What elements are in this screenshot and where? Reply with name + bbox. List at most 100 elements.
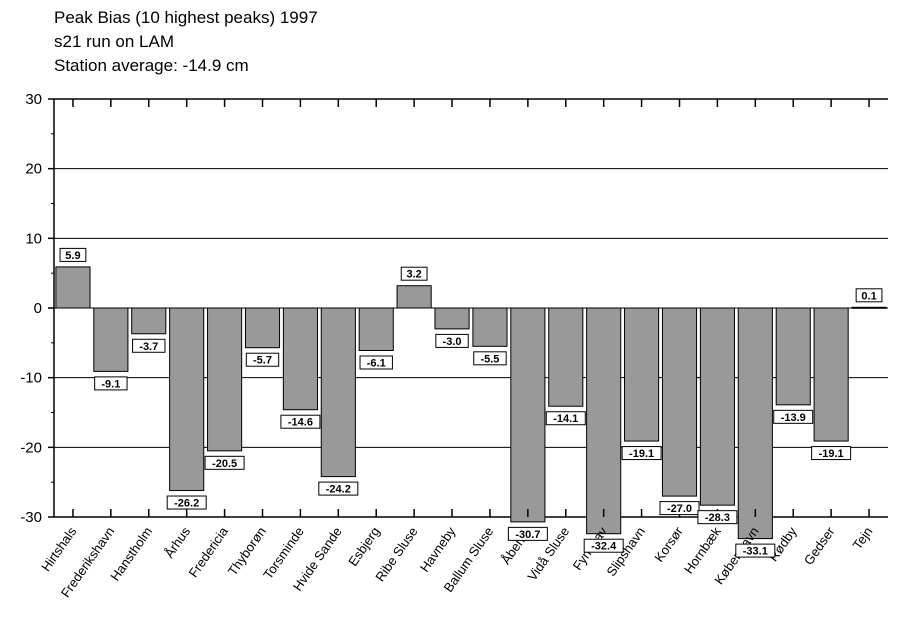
x-tick-label: Gedser [801,524,838,568]
data-label-text: -13.9 [781,412,806,424]
data-label-box [473,351,507,366]
data-label-text: -20.5 [212,458,237,470]
bar-2 [93,307,129,372]
data-label-box [59,247,87,262]
data-label-text: -5.7 [253,355,272,367]
data-label: -19.1 [621,446,662,461]
data-label-text: -3.0 [443,336,462,348]
x-tick-label: Århus [161,524,193,561]
data-label-text: -14.1 [553,413,578,425]
data-label-box [773,409,814,424]
data-label: -19.1 [811,446,852,461]
data-label-text: -27.0 [667,503,692,515]
data-label-box [435,333,469,348]
y-tick-label: 30 [25,91,42,108]
bar-3 [131,307,167,335]
data-label: -32.4 [583,538,624,553]
y-tick-label: -20 [20,439,42,456]
data-label-text: -26.2 [174,498,199,510]
data-label: -13.9 [773,409,814,424]
data-label: 5.9 [59,247,87,262]
station-average-text: Station average: -14.9 cm [54,56,249,75]
bar-16 [624,307,660,442]
data-label: -9.1 [94,376,128,391]
data-label: 0.1 [855,288,883,303]
data-label: -14.1 [545,411,586,426]
data-label: -30.7 [507,526,548,541]
data-label-text: -9.1 [101,378,120,390]
data-label-text: -3.7 [139,341,158,353]
data-label-box [400,266,428,281]
data-label-box [245,352,280,367]
y-tick-label: 10 [25,230,42,247]
chart-subtitle: s21 run on LAM [54,32,175,51]
data-label: -26.2 [166,495,207,510]
data-label-text: -14.6 [288,417,313,429]
x-tick-label: Havneby [417,524,459,575]
data-label-text: 0.1 [861,290,876,302]
bar-13 [510,307,546,523]
chart-title: Peak Bias (10 highest peaks) 1997 [54,8,318,27]
bar-10 [396,285,432,309]
data-label-box [132,338,166,353]
data-label-box [545,411,586,426]
data-label: -28.3 [697,510,738,525]
bar-11 [434,307,470,330]
data-label-text: 3.2 [406,269,421,281]
x-tick-label: Esbjerg [345,524,383,569]
data-label-text: 5.9 [65,250,80,262]
bar-4 [169,307,205,492]
data-label-text: -30.7 [515,529,540,541]
data-label-box [204,455,245,470]
data-label-text: -19.1 [629,448,654,460]
data-label: -3.7 [132,338,166,353]
data-label: -6.1 [359,355,393,370]
y-tick-label: 0 [34,300,42,317]
bar-22 [851,306,887,309]
data-label: -3.0 [435,333,469,348]
data-label: 3.2 [400,266,428,281]
data-label: -24.2 [318,481,359,496]
chart-title-block: Peak Bias (10 highest peaks) 1997 s21 ru… [54,6,318,78]
bar-15 [586,307,622,535]
data-label-box [697,510,738,525]
data-label-box [735,543,776,558]
data-label-box [166,495,207,510]
data-label-text: -6.1 [367,357,386,369]
data-label-text: -33.1 [743,546,768,558]
data-label: -20.5 [204,455,245,470]
y-tick-label: -30 [20,509,42,526]
x-tick-label: Fredericia [186,523,232,580]
bar-6 [244,307,281,349]
x-tick-label: Korsør [651,524,686,565]
data-label-box [621,446,662,461]
y-tick-label: 20 [25,161,42,178]
bar-7 [282,307,318,411]
data-label: -5.7 [245,352,280,367]
data-label: -14.6 [280,414,321,429]
data-label-box [507,526,548,541]
data-label-text: -32.4 [591,541,617,553]
bar-17 [661,307,698,497]
data-label-box [583,538,624,553]
bar-20 [775,307,811,406]
bar-12 [472,307,508,347]
bar-18 [699,307,735,506]
x-tick-label: Tejn [850,524,876,552]
bar-5 [207,307,243,452]
data-label-text: -28.3 [705,512,730,524]
data-label-text: -19.1 [819,448,844,460]
bar-9 [358,307,394,351]
data-label: -27.0 [659,501,700,516]
data-label-box [318,481,359,496]
data-label-box [280,414,321,429]
x-tick-label: Hirtshals [38,524,80,574]
data-label-box [855,288,883,303]
bar-19 [737,307,773,540]
bar-14 [548,307,584,407]
y-tick-label: -10 [20,370,42,387]
data-label-box [359,355,393,370]
data-label: -5.5 [473,351,507,366]
data-label-text: -5.5 [480,353,499,365]
